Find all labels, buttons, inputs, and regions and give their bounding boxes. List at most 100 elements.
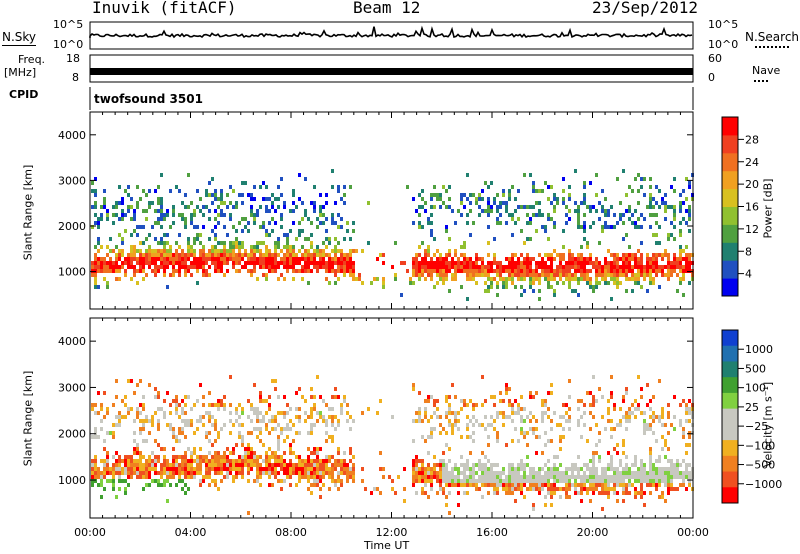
- power-cell: [625, 289, 628, 293]
- power-cell: [436, 261, 439, 265]
- power-cell: [679, 269, 682, 273]
- velocity-cell: [469, 479, 472, 483]
- power-cell: [421, 225, 424, 229]
- velocity-cell: [679, 483, 682, 487]
- velocity-cell: [544, 403, 547, 407]
- velocity-cell: [139, 455, 142, 459]
- power-cell: [352, 273, 355, 277]
- velocity-cell: [532, 503, 535, 507]
- power-cell: [205, 273, 208, 277]
- velocity-cell: [115, 467, 118, 471]
- power-cell: [154, 269, 157, 273]
- velocity-cell: [433, 471, 436, 475]
- power-cell: [508, 189, 511, 193]
- velocity-cell: [493, 395, 496, 399]
- velocity-cell: [253, 407, 256, 411]
- velocity-cell: [106, 411, 109, 415]
- velocity-cell: [547, 479, 550, 483]
- velocity-cell: [550, 495, 553, 499]
- power-cell: [466, 257, 469, 261]
- power-cell: [343, 253, 346, 257]
- velocity-cell: [484, 463, 487, 467]
- power-cell: [424, 269, 427, 273]
- power-cell: [514, 265, 517, 269]
- velocity-cell: [577, 471, 580, 475]
- velocity-cell: [442, 459, 445, 463]
- velocity-cell: [649, 447, 652, 451]
- velocity-cell: [262, 459, 265, 463]
- power-cell: [607, 249, 610, 253]
- power-cell: [583, 197, 586, 201]
- power-cell: [649, 277, 652, 281]
- velocity-cell: [136, 451, 139, 455]
- power-cell: [217, 257, 220, 261]
- power-cell: [487, 277, 490, 281]
- velocity-cell: [466, 415, 469, 419]
- velocity-cell: [184, 395, 187, 399]
- velocity-cell: [259, 431, 262, 435]
- power-cell: [622, 269, 625, 273]
- velocity-cell: [142, 419, 145, 423]
- power-cell: [421, 257, 424, 261]
- velocity-cell: [202, 459, 205, 463]
- power-cell: [595, 269, 598, 273]
- power-cell: [565, 261, 568, 265]
- power-cell: [235, 205, 238, 209]
- nsearch-tick-bottom: 10^0: [708, 38, 739, 51]
- velocity-cell: [448, 403, 451, 407]
- velocity-cell: [349, 459, 352, 463]
- power-cell: [115, 245, 118, 249]
- velocity-cell: [667, 491, 670, 495]
- velocity-cell: [421, 459, 424, 463]
- power-cell: [469, 269, 472, 273]
- velocity-cell: [424, 491, 427, 495]
- velocity-cell: [217, 451, 220, 455]
- velocity-cell: [529, 411, 532, 415]
- power-cell: [685, 257, 688, 261]
- velocity-cell: [196, 419, 199, 423]
- velocity-cell: [571, 483, 574, 487]
- velocity-cell: [133, 471, 136, 475]
- velocity-cell: [505, 415, 508, 419]
- velocity-cell: [577, 467, 580, 471]
- velocity-cell: [391, 415, 394, 419]
- velocity-cell: [661, 411, 664, 415]
- power-cell: [586, 245, 589, 249]
- velocity-cell: [337, 479, 340, 483]
- power-cell: [583, 265, 586, 269]
- velocity-cell: [91, 479, 94, 483]
- power-cell: [97, 249, 100, 253]
- colorbar-tick-label: 24: [745, 156, 759, 169]
- power-cell: [493, 261, 496, 265]
- power-cell: [553, 257, 556, 261]
- power-cell: [625, 265, 628, 269]
- power-cell: [277, 241, 280, 245]
- velocity-cell: [337, 471, 340, 475]
- velocity-cell: [292, 439, 295, 443]
- power-cell: [448, 197, 451, 201]
- power-cell: [688, 229, 691, 233]
- velocity-cell: [676, 475, 679, 479]
- velocity-cell: [595, 451, 598, 455]
- power-cell: [244, 265, 247, 269]
- power-cell: [175, 269, 178, 273]
- power-cell: [430, 261, 433, 265]
- power-cell: [94, 213, 97, 217]
- velocity-cell: [664, 439, 667, 443]
- power-cell: [430, 213, 433, 217]
- power-cell: [367, 241, 370, 245]
- velocity-cell: [622, 415, 625, 419]
- velocity-cell: [466, 483, 469, 487]
- power-cell: [676, 265, 679, 269]
- velocity-cell: [472, 415, 475, 419]
- velocity-cell: [235, 467, 238, 471]
- velocity-cell: [685, 475, 688, 479]
- velocity-cell: [211, 443, 214, 447]
- power-cell: [292, 253, 295, 257]
- power-cell: [292, 193, 295, 197]
- power-cell: [112, 213, 115, 217]
- power-cell: [538, 265, 541, 269]
- power-cell: [289, 257, 292, 261]
- power-cell: [580, 273, 583, 277]
- power-cell: [184, 269, 187, 273]
